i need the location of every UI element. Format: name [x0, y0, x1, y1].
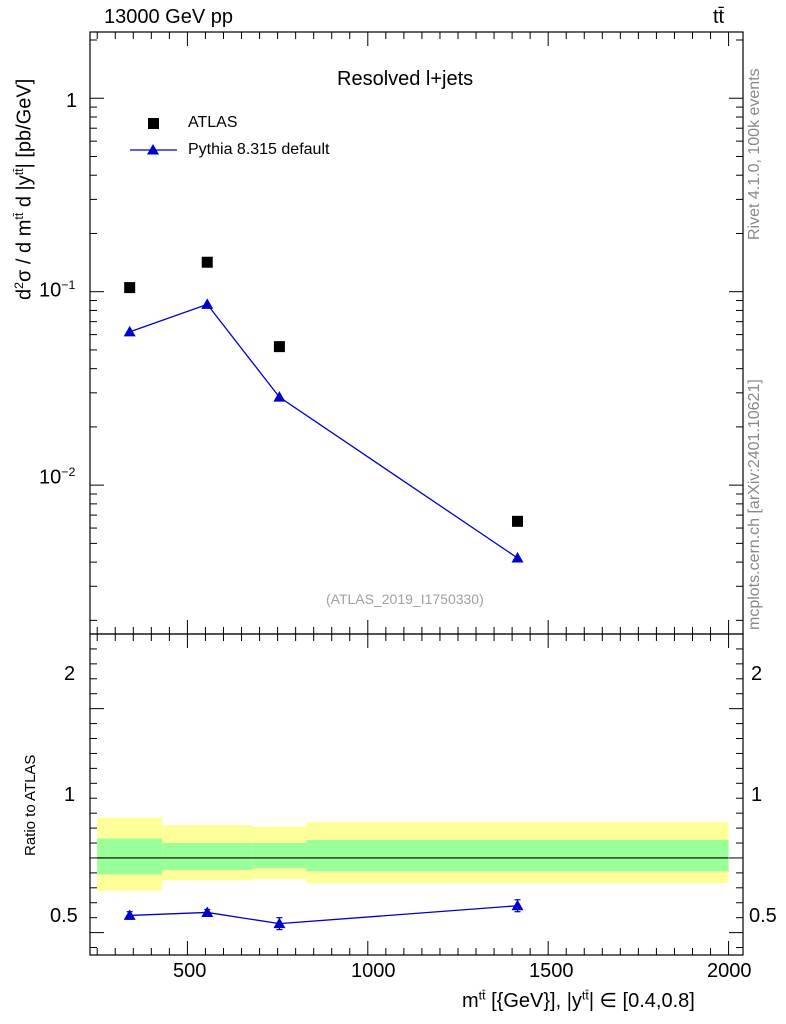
y-tick-label-0.01: 10−2	[39, 465, 76, 489]
ratio-pythia-point-1	[201, 906, 214, 917]
ratio-y-tick-2-left: 2	[64, 663, 76, 685]
pythia-point-1	[201, 298, 214, 309]
x-tick-label-500: 500	[173, 960, 207, 982]
y-axis-title-main: d2σ / d mtt̄ d |ytt̄| [pb/GeV]	[12, 78, 36, 300]
y-tick-label-0.1: 10−1	[39, 278, 76, 302]
legend-atlas-label: ATLAS	[188, 114, 238, 131]
band-inner-2	[252, 843, 307, 869]
legend-atlas-marker	[148, 118, 159, 129]
mc-lines	[129, 303, 518, 925]
ratio-y-axis-title: Ratio to ATLAS	[22, 754, 39, 856]
atlas-point-0	[124, 282, 136, 294]
x-axis-title: mtt̄ [{GeV}], |ytt̄| ∈ [0.4,0.8]	[462, 988, 695, 1012]
process-label: tt̄	[713, 6, 725, 28]
band-inner-3	[306, 840, 729, 872]
mcplots-label: mcplots.cern.ch [arXiv:2401.10621]	[746, 379, 763, 630]
ratio-y-tick-1-left: 1	[64, 784, 76, 806]
plot-title: Resolved l+jets	[337, 68, 474, 90]
pythia-point-3	[511, 552, 524, 563]
ratio-pythia-line	[129, 905, 518, 925]
atlas-point-1	[201, 256, 213, 268]
pythia-point-2	[273, 391, 286, 402]
pythia-point-0	[123, 325, 136, 337]
rivet-label: Rivet 4.1.0, 100k events	[746, 68, 763, 240]
ratio-y-tick-0.5-left: 0.5	[50, 905, 78, 927]
band-inner-0	[97, 838, 163, 875]
axes-frames	[89, 31, 744, 956]
data-markers	[123, 118, 524, 931]
analysis-watermark: (ATLAS_2019_I1750330)	[326, 591, 484, 607]
atlas-point-3	[512, 515, 524, 527]
legend-pythia-marker	[147, 144, 159, 155]
ratio-frame	[89, 633, 744, 956]
ratio-y-tick-1-right: 1	[751, 784, 763, 806]
y-tick-label-1: 1	[66, 90, 78, 112]
ratio-y-tick-0.5-right: 0.5	[749, 905, 777, 927]
ratio-pythia-point-2	[273, 917, 286, 929]
x-tick-label-2000: 2000	[707, 960, 752, 982]
atlas-point-2	[273, 341, 285, 353]
x-tick-label-1500: 1500	[529, 960, 574, 982]
ratio-pythia-point-3	[511, 899, 524, 911]
pythia-line	[129, 303, 518, 559]
legend-pythia-label: Pythia 8.315 default	[188, 141, 330, 158]
ratio-y-tick-2-right: 2	[751, 663, 763, 685]
band-inner-1	[162, 843, 253, 870]
uncertainty-bands	[97, 817, 729, 891]
energy-label: 13000 GeV pp	[104, 6, 233, 28]
ratio-pythia-point-0	[123, 909, 136, 920]
x-tick-label-1000: 1000	[351, 960, 396, 982]
